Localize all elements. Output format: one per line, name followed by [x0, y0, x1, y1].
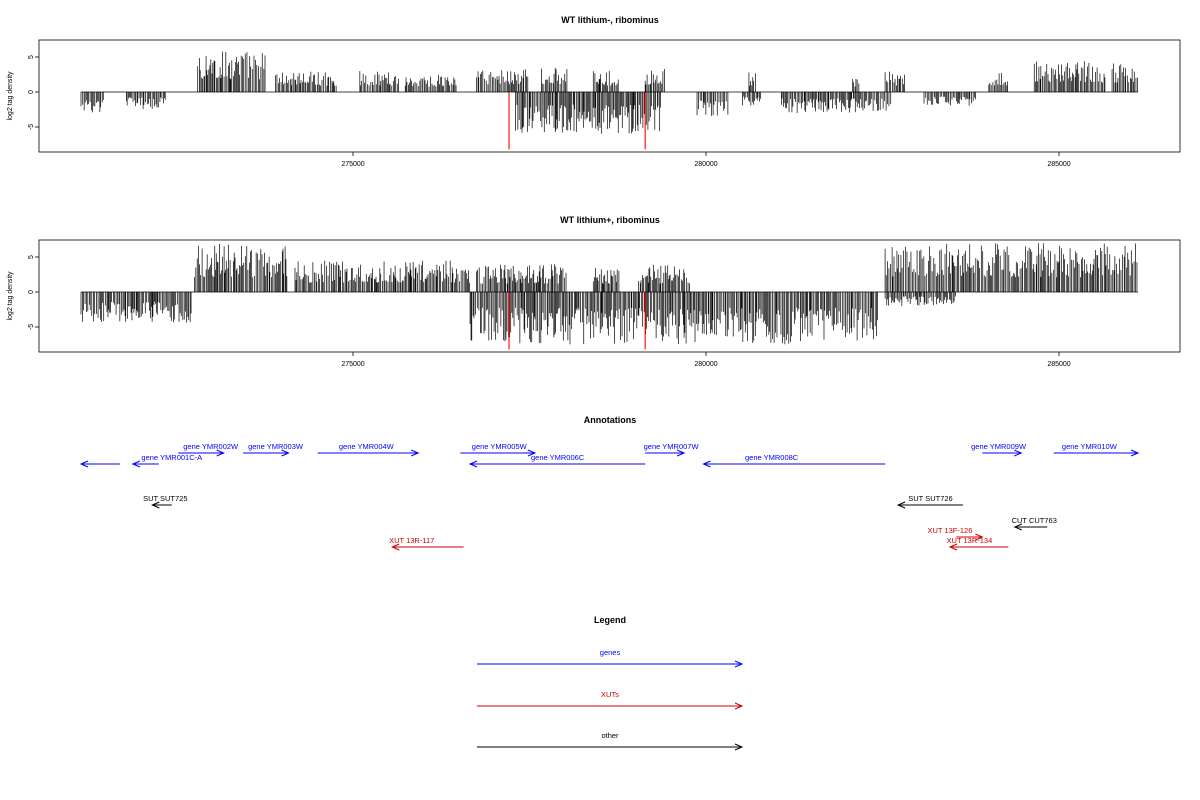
x-tick-label: 285000 [1047, 161, 1070, 168]
annotation-label: gene YMR002W [183, 442, 239, 451]
panel-title: WT lithium+, ribominus [560, 215, 660, 225]
annotation-arrow [1053, 449, 1140, 457]
x-tick-label: 280000 [694, 161, 717, 168]
legend-label: XUTs [601, 690, 619, 699]
legend-arrow [477, 702, 744, 710]
annotation-label: gene YMR001C-A [141, 453, 202, 462]
annotation-arrow [390, 543, 464, 551]
x-ticks: 275000 280000 285000 [341, 152, 1071, 168]
annotation-arrow [956, 533, 984, 541]
annotation-label: gene YMR005W [472, 442, 528, 451]
y-axis-label: log2 tag density [7, 71, 14, 121]
annotation-arrow [948, 543, 1009, 551]
y-tick-label: 0 [28, 290, 35, 294]
annotation-label: SUT SUT726 [908, 494, 952, 503]
annotation-label: gene YMR009W [971, 442, 1027, 451]
annotation-arrow [896, 501, 963, 509]
legend-label: other [601, 731, 619, 740]
annotation-arrow [645, 449, 686, 457]
x-tick-label: 285000 [1047, 361, 1070, 368]
annotation-label: SUT SUT725 [143, 494, 187, 503]
annotation-arrow [243, 449, 290, 457]
annotation-features: gene YMR001C-A gene YMR002W gene YMR003W ge… [79, 442, 1140, 551]
legend-title: Legend [594, 615, 626, 625]
x-tick-label: 280000 [694, 361, 717, 368]
y-tick-label: 5 [28, 255, 35, 259]
annotation-arrow [79, 460, 120, 468]
coverage-panel-lithium-plus: WT lithium+, ribominus log2 tag density … [7, 215, 1181, 368]
annotation-arrow [178, 449, 225, 457]
annotations-title: Annotations [584, 415, 637, 425]
annotation-label: XUT 13F-126 [927, 526, 972, 535]
y-tick-label: -5 [28, 324, 35, 330]
plot-frame [38, 239, 1181, 353]
y-tick-label: 0 [28, 90, 35, 94]
annotation-label: gene YMR008C [745, 453, 799, 462]
annotation-label: gene YMR006C [531, 453, 585, 462]
y-ticks: 5 0 -5 [28, 55, 39, 130]
coverage-bars [80, 243, 1138, 350]
y-axis-label: log2 tag density [7, 271, 14, 321]
legend-arrow [477, 743, 744, 751]
plot-frame [38, 39, 1181, 153]
annotation-label: gene YMR003W [248, 442, 304, 451]
annotation-label: gene YMR004W [339, 442, 395, 451]
y-ticks: 5 0 -5 [28, 255, 39, 330]
annotation-arrow [1013, 523, 1048, 531]
annotation-arrow [151, 501, 172, 509]
annotation-arrow [460, 449, 537, 457]
y-tick-label: 5 [28, 55, 35, 59]
annotation-label: XUT 13R-134 [947, 536, 993, 545]
coverage-panel-lithium-minus: WT lithium-, ribominus log2 tag density … [7, 15, 1181, 168]
panel-title: WT lithium-, ribominus [561, 15, 659, 25]
legend-items: genes XUTs other [477, 648, 744, 751]
annotation-arrow [468, 460, 646, 468]
legend: Legend genes XUTs other [477, 615, 744, 751]
annotation-label: gene YMR007W [644, 442, 700, 451]
legend-label: genes [600, 648, 621, 657]
x-ticks: 275000 280000 285000 [341, 352, 1071, 368]
annotation-arrow [982, 449, 1023, 457]
coverage-bars [80, 51, 1138, 150]
x-tick-label: 275000 [341, 161, 364, 168]
legend-arrow [477, 660, 744, 668]
annotation-arrow [702, 460, 886, 468]
annotation-label: CUT CUT763 [1012, 516, 1057, 525]
y-tick-label: -5 [28, 124, 35, 130]
annotation-arrow [131, 460, 159, 468]
x-tick-label: 275000 [341, 361, 364, 368]
annotation-label: XUT 13R-117 [389, 536, 434, 545]
annotation-label: gene YMR010W [1062, 442, 1118, 451]
annotation-arrow [317, 449, 420, 457]
